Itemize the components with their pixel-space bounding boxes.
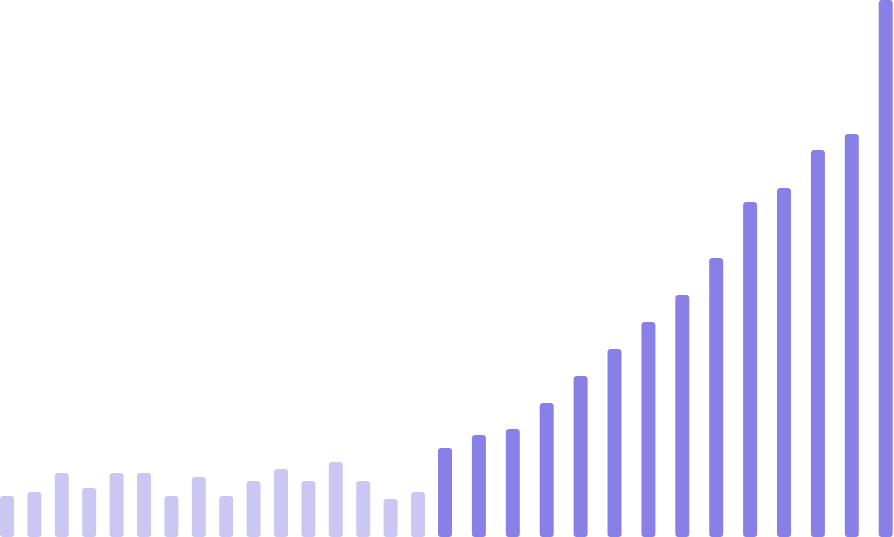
bar-muted-6 <box>137 473 151 537</box>
bar-muted-4 <box>82 488 97 537</box>
bar-highlight-14 <box>878 0 893 537</box>
bar-muted-14 <box>356 481 371 537</box>
bar-highlight-10 <box>743 202 758 537</box>
bar-muted-2 <box>27 492 42 537</box>
bar-highlight-13 <box>844 134 859 537</box>
bar-muted-11 <box>274 469 288 537</box>
bar-highlight-3 <box>505 429 520 537</box>
bar-highlight-6 <box>607 349 622 537</box>
bar-highlight-7 <box>641 322 656 537</box>
bar-highlight-9 <box>709 258 724 537</box>
bar-highlight-4 <box>539 403 554 537</box>
bar-muted-1 <box>0 496 14 537</box>
bar-muted-8 <box>191 477 206 537</box>
bar-highlight-5 <box>573 376 588 537</box>
bar-highlight-1 <box>438 448 452 537</box>
bar-muted-9 <box>219 496 234 537</box>
bar-muted-13 <box>328 462 343 537</box>
bar-muted-5 <box>109 473 124 537</box>
bar-muted-12 <box>301 481 316 537</box>
bar-highlight-8 <box>675 295 690 537</box>
bar-highlight-11 <box>777 188 791 537</box>
bar-muted-10 <box>246 481 261 537</box>
bar-muted-3 <box>54 473 69 537</box>
bar-highlight-12 <box>810 150 825 537</box>
bar-muted-16 <box>411 492 425 537</box>
bar-highlight-2 <box>471 435 486 537</box>
bar-muted-7 <box>164 496 179 537</box>
bar-muted-15 <box>383 499 398 537</box>
